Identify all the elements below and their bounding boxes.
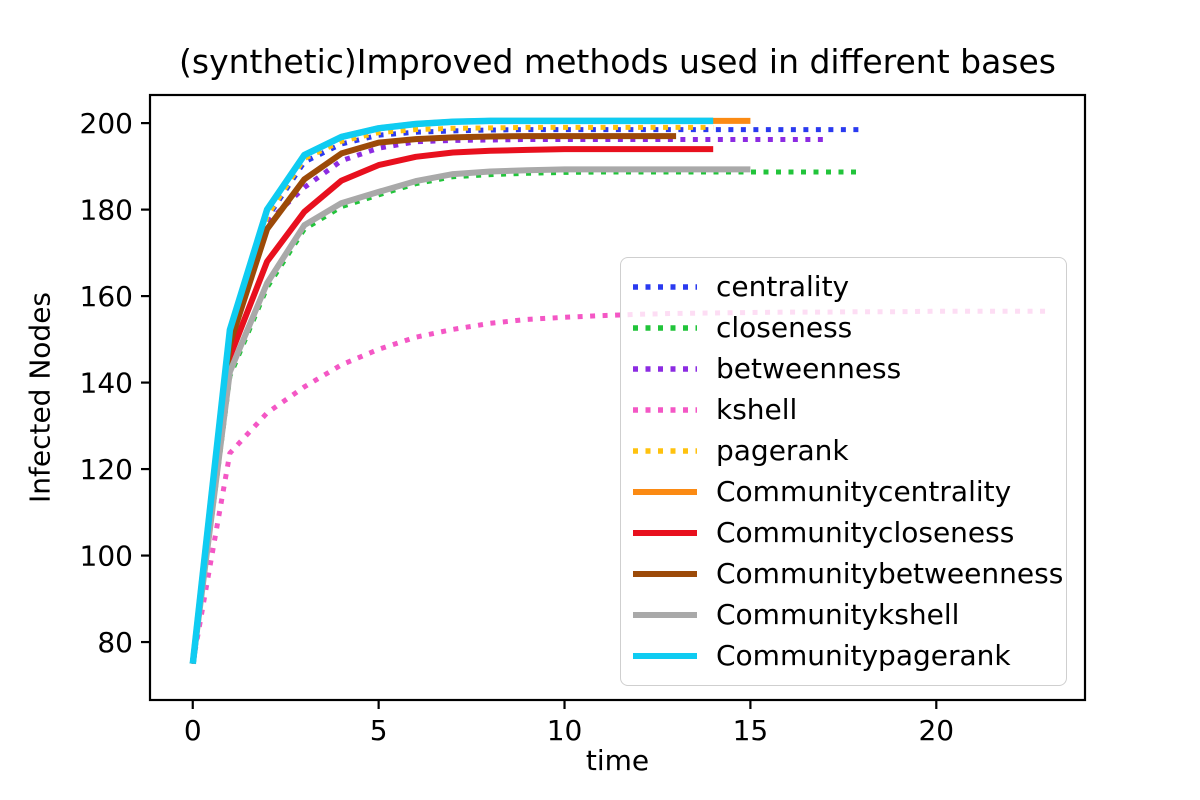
x-axis-label: time [585,744,650,777]
legend-item-closeness: closeness [633,308,1060,348]
legend-item-centrality: centrality [633,267,1060,307]
y-tick-label: 100 [80,540,133,573]
legend-item-kshell: kshell [633,390,1060,430]
legend-item-Communitycentrality: Communitycentrality [633,472,1060,512]
series-line-betweenness [190,137,825,664]
series-line-Communitybetweenness [189,133,677,665]
legend-sample-line [633,571,697,578]
y-tick-label: 80 [97,626,133,659]
legend-item-Communitycloseness: Communitycloseness [633,513,1060,553]
legend-label: pagerank [716,433,849,467]
y-axis-label: Infected Nodes [23,291,57,504]
legend-label: centrality [716,269,850,303]
legend-sample-line [633,448,697,454]
series-line-closeness [190,169,862,665]
y-tick-label: 120 [80,453,133,486]
legend-sample-line [633,407,697,413]
x-tick-label: 5 [370,714,388,747]
chart-title: (synthetic)Improved methods used in diff… [179,42,1056,81]
legend: centrality closeness betweenness kshell page… [620,257,1067,686]
legend-label: Communitycloseness [716,516,1015,550]
legend-item-Communitybetweenness: Communitybetweenness [633,554,1064,594]
legend-item-Communitykshell: Communitykshell [633,595,1060,635]
legend-item-pagerank: pagerank [633,431,1060,471]
legend-label: Communitypagerank [716,639,1011,673]
x-tick-label: 10 [547,714,583,747]
legend-sample-line [633,324,697,331]
x-tick-label: 15 [733,714,769,747]
series-lines [189,117,1048,665]
legend-item-betweenness: betweenness [633,349,1060,389]
legend-item-Communitypagerank: Communitypagerank [633,636,1060,676]
series-line-Communitypagerank [189,117,714,665]
legend-sample-line [633,530,697,537]
x-tick-label: 0 [184,714,202,747]
y-tick-label: 200 [80,107,133,140]
legend-label: betweenness [716,351,902,385]
legend-sample-line [633,365,697,372]
legend-label: closeness [716,310,853,344]
series-line-Communitykshell [189,166,751,665]
legend-sample-line [633,612,697,619]
axes-spines [148,93,1087,702]
legend-label: Communitybetweenness [716,557,1064,591]
legend-sample-line [633,283,697,290]
x-axis-ticks: 0 5 10 15 20 [184,700,954,747]
y-tick-label: 180 [80,194,133,227]
y-axis-ticks: 80 100 120 140 160 180 200 [80,107,150,659]
legend-label: Communitycentrality [716,475,1012,509]
legend-label: Communitykshell [716,598,960,632]
series-line-Communitycloseness [189,146,714,665]
legend-sample-line [633,489,697,496]
x-tick-label: 20 [918,714,954,747]
y-tick-label: 160 [80,280,133,313]
legend-sample-line [633,653,697,660]
y-tick-label: 140 [80,367,133,400]
legend-label: kshell [716,392,798,426]
